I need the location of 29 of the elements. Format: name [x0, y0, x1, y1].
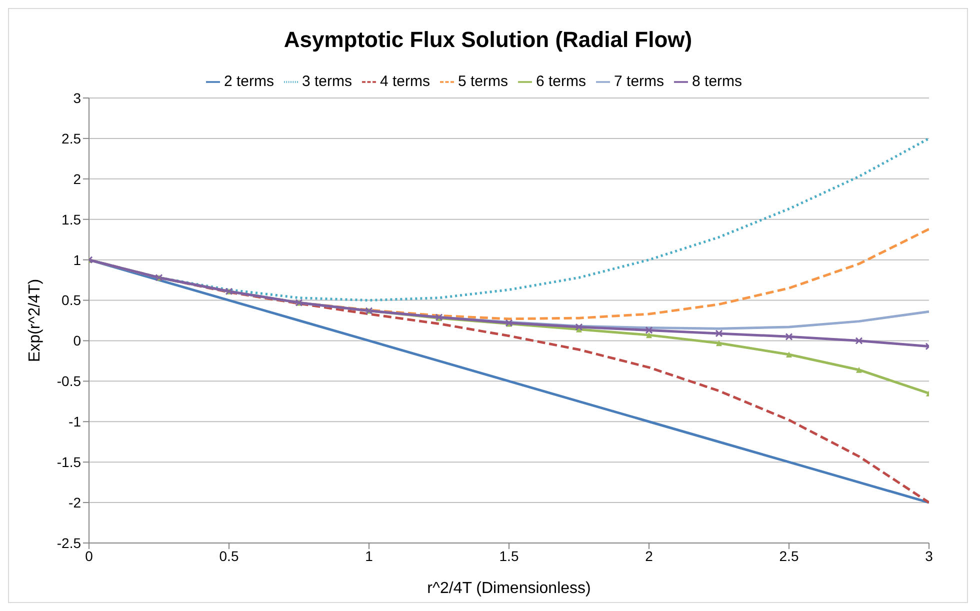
y-tick-label: 0.5 [62, 292, 82, 308]
y-tick-label: -0.5 [56, 373, 82, 390]
x-tick-label: 1 [365, 548, 374, 564]
y-axis-title: Exp(r^2/4T) [26, 278, 44, 362]
x-tick-label: 0.5 [219, 548, 239, 564]
y-tick-label: 2 [73, 170, 82, 187]
legend-label: 5 terms [458, 73, 508, 90]
chart-title: Asymptotic Flux Solution (Radial Flow) [282, 26, 694, 54]
x-tick-label: 0 [85, 548, 94, 564]
legend-label: 2 terms [224, 73, 274, 90]
y-tick-label: 3 [73, 90, 82, 106]
legend-label: 6 terms [536, 73, 586, 90]
y-tick-label: 1 [73, 252, 82, 268]
legend-label: 3 terms [302, 73, 352, 90]
legend-label: 7 terms [614, 73, 664, 90]
x-tick-label: 1.5 [499, 548, 519, 564]
y-tick-label: -2.5 [56, 534, 82, 551]
x-tick-label: 3 [925, 548, 934, 564]
x-tick-label: 2 [645, 548, 654, 564]
y-tick-label: 1.5 [62, 211, 82, 228]
y-tick-label: 0 [73, 332, 82, 349]
y-tick-label: -1.5 [56, 454, 82, 470]
x-tick-label: 2.5 [779, 548, 799, 564]
x-axis-title: r^2/4T (Dimensionless) [427, 580, 591, 597]
legend-label: 4 terms [380, 73, 430, 90]
y-tick-label: -1 [68, 414, 82, 430]
y-tick-label: -2 [68, 494, 82, 511]
legend-label: 8 terms [692, 73, 742, 90]
y-tick-label: 2.5 [62, 130, 82, 146]
